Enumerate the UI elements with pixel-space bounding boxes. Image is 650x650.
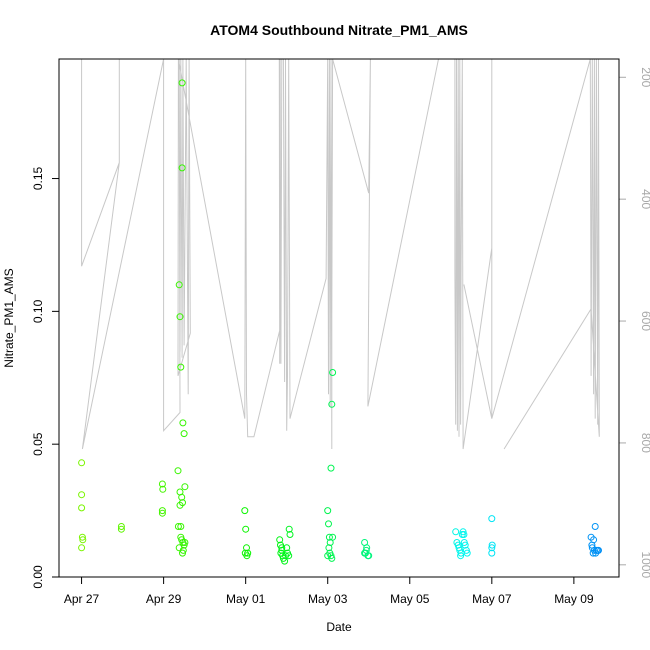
x-tick-label: May 01	[226, 592, 266, 606]
data-point	[178, 493, 186, 501]
data-point	[178, 79, 186, 87]
data-point	[276, 536, 284, 544]
data-point	[595, 546, 602, 554]
data-point	[325, 544, 333, 552]
data-point	[488, 541, 496, 549]
data-point	[285, 552, 293, 560]
y2-tick-label: 200	[639, 67, 650, 87]
data-point	[329, 533, 337, 541]
secondary-series-line	[81, 59, 600, 450]
data-point	[460, 539, 468, 546]
y-axis-label: Nitrate_PM1_AMS	[2, 268, 16, 367]
y2-tick-label: 800	[639, 433, 650, 453]
data-point	[285, 525, 293, 533]
data-point	[78, 504, 86, 512]
data-point	[243, 544, 250, 552]
x-tick-label: May 05	[390, 592, 430, 606]
x-axis-label: Date	[326, 620, 352, 634]
data-point	[117, 525, 125, 533]
data-point	[286, 531, 294, 538]
data-point	[78, 533, 86, 541]
x-tick-label: May 03	[308, 592, 348, 606]
data-point	[117, 523, 125, 530]
data-point	[488, 515, 496, 523]
data-point	[452, 528, 460, 536]
chart-title: ATOM4 Southbound Nitrate_PM1_AMS	[210, 22, 468, 38]
data-point	[180, 430, 188, 438]
data-point	[588, 541, 596, 549]
data-point	[174, 467, 182, 475]
data-point	[177, 523, 185, 530]
data-point	[589, 549, 597, 557]
data-point	[460, 531, 468, 538]
x-tick-label: Apr 27	[64, 592, 100, 606]
data-point	[325, 520, 332, 528]
data-point	[78, 544, 86, 552]
y-tick-label: 0.00	[31, 565, 45, 589]
data-point	[78, 459, 86, 467]
data-point	[324, 507, 332, 515]
secondary-line-layer	[81, 59, 600, 450]
data-point	[278, 544, 286, 552]
data-point	[176, 501, 184, 509]
y-tick-label: 0.15	[31, 166, 45, 190]
data-point	[463, 549, 471, 557]
data-point	[488, 549, 496, 557]
data-point	[158, 480, 166, 488]
data-point	[457, 552, 465, 560]
data-point	[179, 419, 187, 427]
data-point	[328, 400, 336, 408]
data-point	[174, 523, 182, 530]
x-tick-label: May 09	[554, 592, 594, 606]
data-point	[365, 552, 373, 560]
data-point	[176, 313, 184, 321]
data-point	[329, 369, 337, 376]
data-point	[177, 363, 185, 371]
data-point	[175, 281, 183, 289]
data-point	[178, 164, 186, 172]
data-point	[78, 491, 86, 499]
data-point	[181, 539, 189, 546]
data-point	[243, 552, 251, 560]
data-point	[181, 483, 189, 491]
data-point	[179, 549, 186, 557]
data-point	[241, 507, 249, 515]
data-point	[324, 552, 332, 560]
data-point	[488, 544, 496, 552]
x-tick-label: Apr 29	[146, 592, 182, 606]
data-point	[79, 536, 87, 544]
data-point	[242, 525, 250, 533]
data-point	[159, 485, 167, 493]
y2-tick-label: 600	[639, 311, 650, 331]
data-point	[325, 533, 333, 541]
y-tick-label: 0.05	[31, 432, 45, 456]
points-layer	[78, 79, 602, 565]
data-point	[327, 464, 335, 472]
data-point	[158, 509, 166, 517]
x-tick-label: May 07	[472, 592, 512, 606]
plot-frame	[58, 58, 620, 578]
data-point	[158, 507, 166, 515]
y-tick-label: 0.10	[31, 299, 45, 323]
y2-tick-label: 1000	[639, 551, 650, 578]
data-point	[591, 523, 599, 530]
data-point	[278, 546, 286, 554]
y2-tick-label: 400	[639, 189, 650, 209]
